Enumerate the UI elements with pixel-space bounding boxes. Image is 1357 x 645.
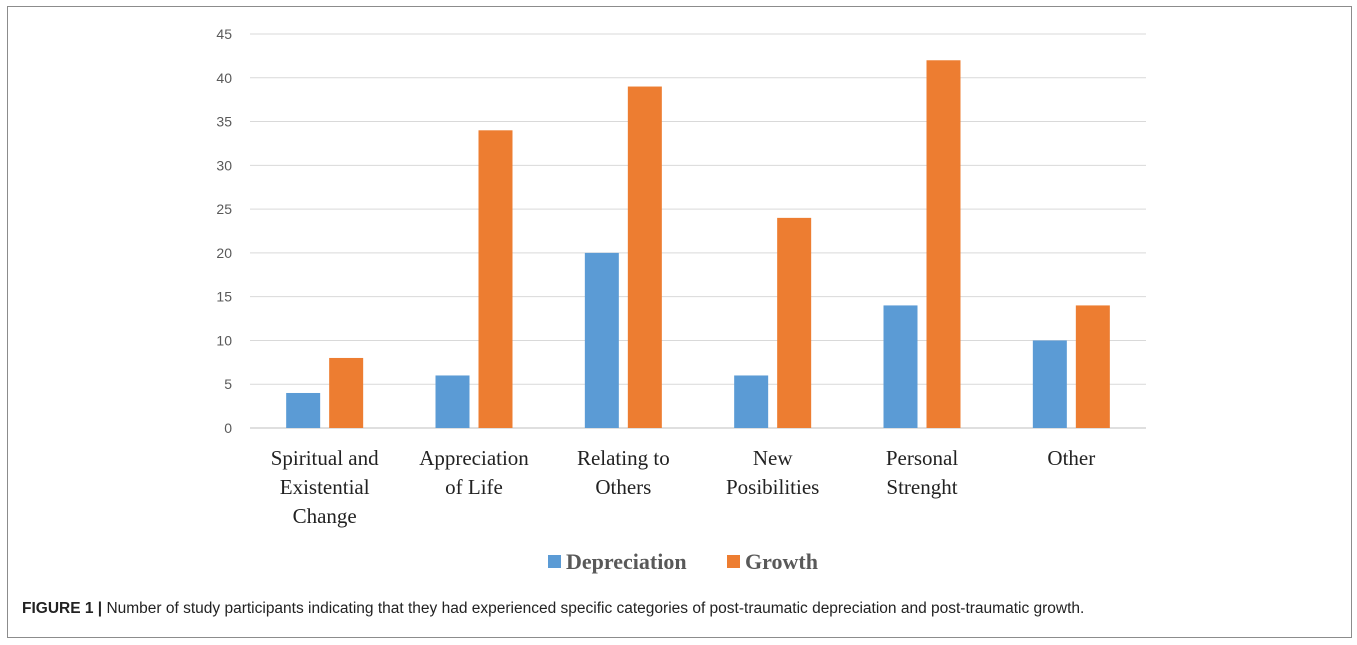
y-tick-label: 40 bbox=[216, 70, 232, 86]
x-category-label: Posibilities bbox=[726, 475, 819, 499]
y-tick-label: 5 bbox=[224, 376, 232, 392]
x-category-label: Personal bbox=[886, 446, 958, 470]
y-tick-label: 15 bbox=[216, 289, 232, 305]
y-tick-label: 0 bbox=[224, 420, 232, 436]
x-category-label: Spiritual and bbox=[271, 446, 379, 470]
bar-depreciation bbox=[286, 392, 321, 428]
legend-label-growth: Growth bbox=[745, 549, 818, 574]
x-category-label: Relating to bbox=[577, 446, 670, 470]
bar-growth bbox=[926, 60, 961, 429]
bar-depreciation bbox=[883, 305, 918, 428]
bar-growth bbox=[777, 217, 812, 428]
bar-growth bbox=[1075, 305, 1110, 428]
legend-swatch-growth bbox=[727, 555, 740, 568]
bar-growth bbox=[329, 357, 364, 428]
x-category-label: Others bbox=[595, 475, 651, 499]
bar-chart: 0 5 10 15 20 25 30 35 40 45 Spiritual and Existent… bbox=[216, 26, 1146, 574]
figure-frame bbox=[7, 6, 1352, 638]
x-category-label: Other bbox=[1047, 446, 1095, 470]
bar-depreciation bbox=[435, 375, 470, 428]
bar-depreciation bbox=[1032, 340, 1067, 428]
bar-growth bbox=[627, 86, 662, 429]
legend-swatch-depreciation bbox=[548, 555, 561, 568]
x-category-label: Existential bbox=[280, 475, 370, 499]
x-category-label: New bbox=[753, 446, 793, 470]
caption-label: FIGURE 1 | bbox=[22, 600, 103, 617]
bars bbox=[286, 60, 1110, 429]
bar-growth bbox=[478, 130, 513, 429]
bar-depreciation bbox=[734, 375, 769, 428]
x-category-label: Change bbox=[293, 504, 357, 528]
x-category-label: of Life bbox=[445, 475, 503, 499]
legend-label-depreciation: Depreciation bbox=[566, 549, 687, 574]
y-axis-ticks: 0 5 10 15 20 25 30 35 40 45 bbox=[216, 26, 232, 436]
y-tick-label: 30 bbox=[216, 157, 232, 173]
legend: Depreciation Growth bbox=[548, 549, 818, 574]
figure-caption: FIGURE 1 | Number of study participants … bbox=[22, 600, 1342, 618]
gridlines bbox=[250, 33, 1146, 429]
caption-text: Number of study participants indicating … bbox=[102, 600, 1085, 617]
y-tick-label: 20 bbox=[216, 245, 232, 261]
bar-depreciation bbox=[584, 252, 619, 428]
y-tick-label: 45 bbox=[216, 26, 232, 42]
y-tick-label: 10 bbox=[216, 332, 232, 348]
y-tick-label: 35 bbox=[216, 114, 232, 130]
x-category-label: Strenght bbox=[886, 475, 957, 499]
x-category-label: Appreciation bbox=[419, 446, 529, 470]
x-axis-labels: Spiritual and Existential Change Appreciati… bbox=[271, 446, 1096, 528]
y-tick-label: 25 bbox=[216, 201, 232, 217]
